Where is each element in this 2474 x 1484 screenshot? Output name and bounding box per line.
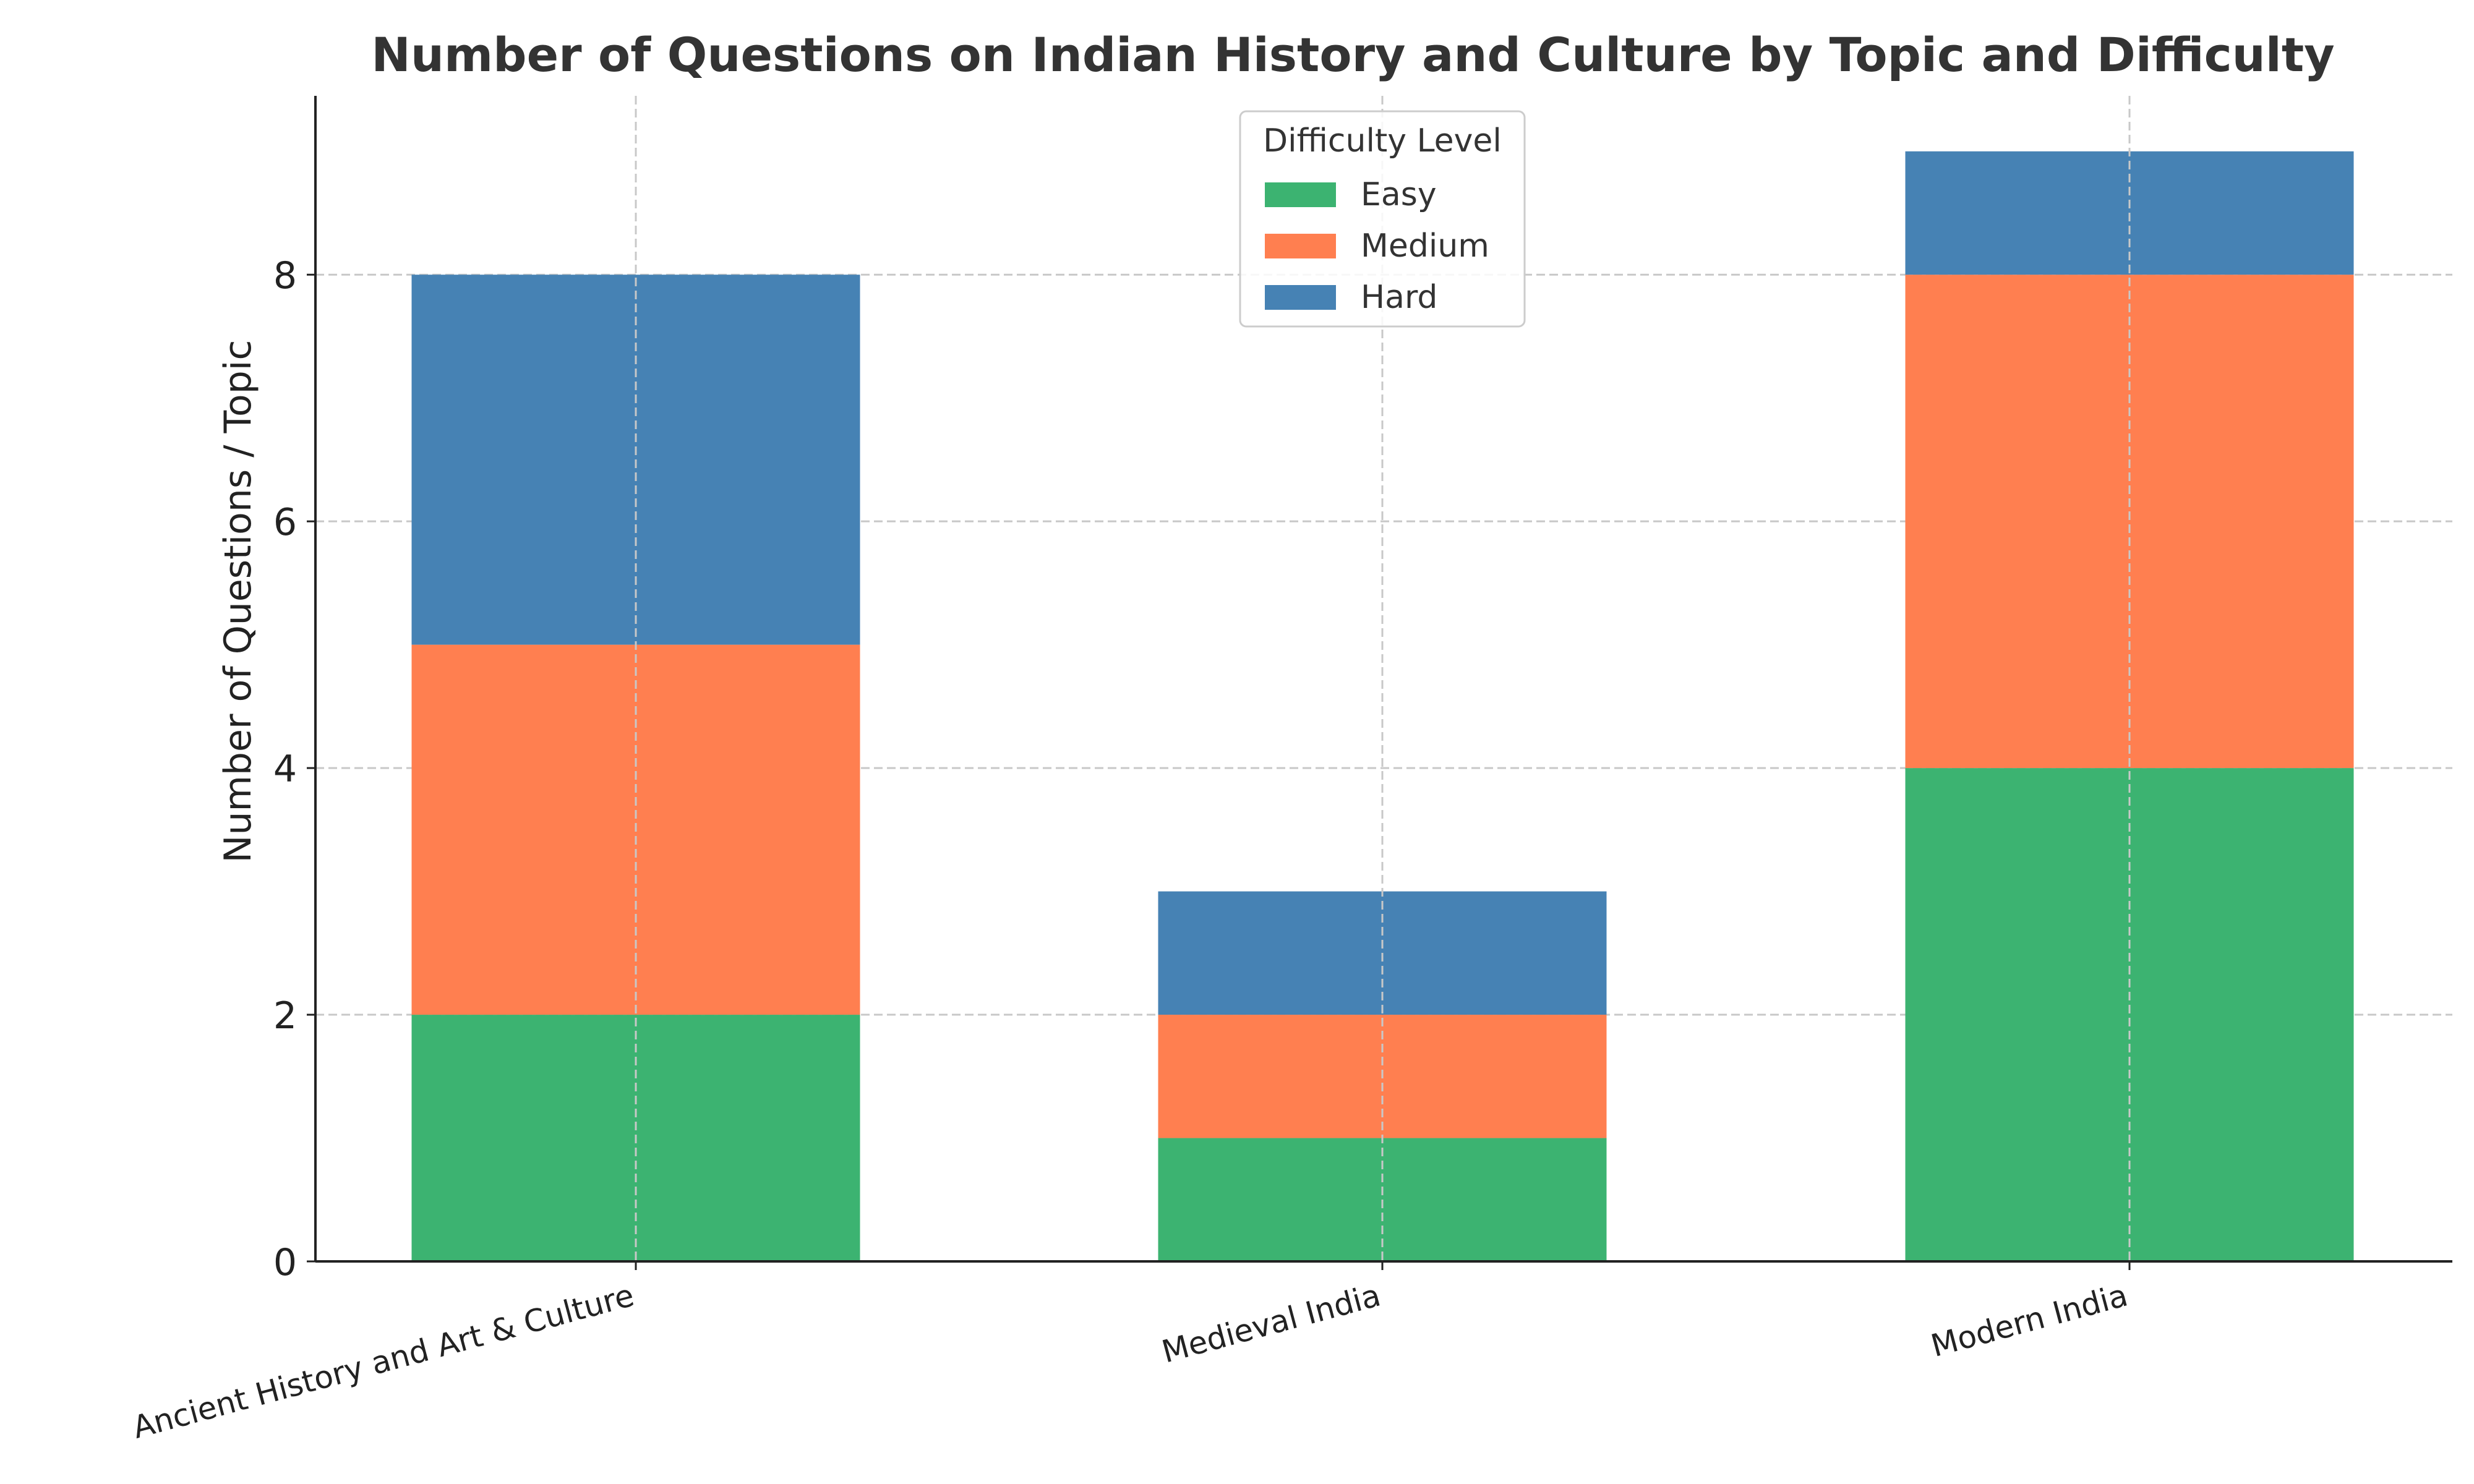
x-ticks: Ancient History and Art & Culture Medieva…: [129, 1261, 2131, 1446]
axes-layer: [314, 96, 2452, 1263]
y-axis-label: Number of Questions / Topic: [216, 340, 260, 863]
legend-swatch-medium: [1265, 234, 1336, 258]
legend-swatch-easy: [1265, 182, 1336, 207]
y-tick-label: 2: [273, 994, 297, 1038]
legend-frame: [1239, 110, 1526, 328]
y-tick-label: 4: [273, 748, 297, 791]
y-tick-label: 8: [273, 254, 297, 297]
x-tick-label: Ancient History and Art & Culture: [129, 1277, 638, 1446]
legend-title: Difficulty Level: [1263, 122, 1502, 160]
legend-label-medium: Medium: [1361, 228, 1489, 265]
y-ticks: 0 2 4 6 8: [273, 254, 315, 1284]
legend-swatch-hard: [1265, 285, 1336, 310]
y-tick-label: 6: [273, 501, 297, 544]
legend: Difficulty Level Easy Medium Hard: [1239, 110, 1526, 328]
legend-items: Easy Medium Hard: [1265, 176, 1489, 316]
legend-label-easy: Easy: [1361, 176, 1437, 213]
y-tick-label: 0: [273, 1241, 297, 1284]
x-tick-label: Modern India: [1927, 1277, 2131, 1364]
x-tick-label: Medieval India: [1158, 1277, 1384, 1370]
chart-title: Number of Questions on Indian History an…: [371, 27, 2334, 82]
legend-label-hard: Hard: [1361, 279, 1437, 316]
